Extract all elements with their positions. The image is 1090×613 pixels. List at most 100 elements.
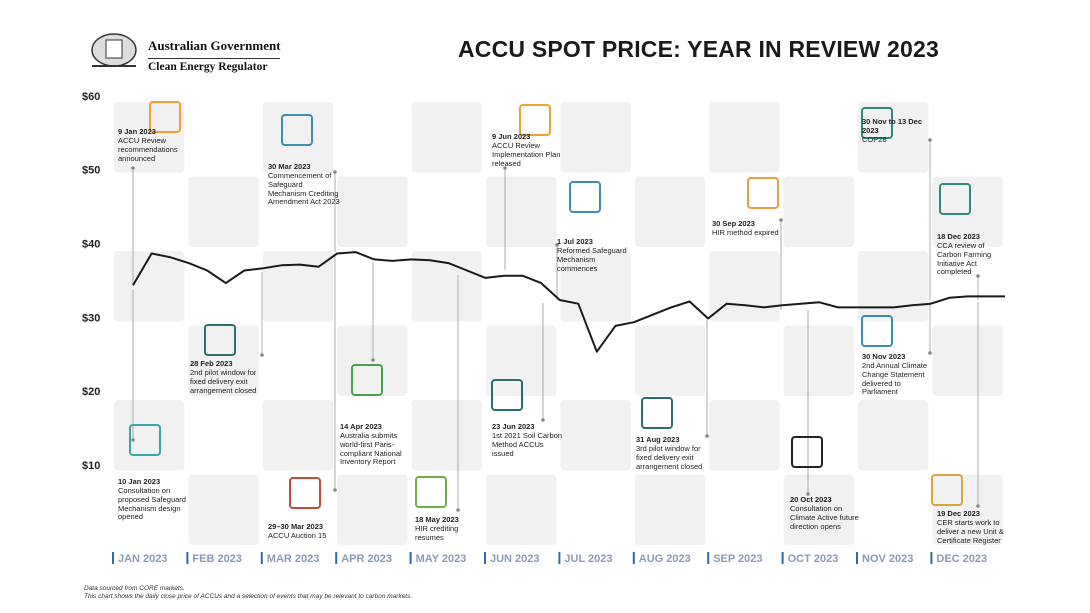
connector-dot: [928, 351, 932, 355]
event-annotation: 19 Dec 2023 CER starts work to deliver a …: [937, 509, 1011, 545]
tile: [634, 325, 706, 396]
tile: [560, 400, 631, 471]
event-annotation: 14 Apr 2023 Australia submits world-first…: [340, 422, 414, 467]
event-text: 1st 2021 Soil Carbon Method ACCUs issued: [492, 430, 563, 458]
tile: [932, 474, 1003, 545]
connector-dot: [131, 166, 135, 170]
tile: [114, 251, 185, 322]
event-icon: [791, 436, 823, 468]
tile: [858, 251, 929, 322]
event-icon: [861, 315, 893, 347]
tile: [188, 474, 259, 545]
event-icon: [861, 107, 893, 139]
y-tick-label: $30: [82, 312, 100, 324]
x-tick-label: JUN 2023: [490, 553, 540, 565]
x-tick-label: APR 2023: [341, 553, 392, 565]
tile: [709, 400, 780, 471]
event-date: 14 Apr 2023: [340, 422, 382, 431]
event-text: ACCU Review Implementation Plan released: [492, 140, 561, 168]
connector-dot: [503, 166, 507, 170]
division-name: Clean Energy Regulator: [148, 58, 280, 73]
event-text: 2nd pilot window for fixed delivery exit…: [190, 367, 257, 395]
event-icon: [204, 324, 236, 356]
event-icon: [351, 364, 383, 396]
tile: [337, 474, 408, 545]
event-text: Consultation on Climate Active future di…: [790, 503, 859, 531]
event-text: ACCU Review recommendations announced: [118, 135, 178, 163]
tile: [262, 102, 334, 173]
event-icon: [641, 397, 673, 429]
x-tick-label: JAN 2023: [118, 553, 168, 565]
tile: [858, 400, 929, 471]
event-annotation: 30 Sep 2023 HIR method expired: [712, 219, 786, 238]
connector-dot: [260, 353, 264, 357]
event-annotation: 31 Aug 2023 3rd pilot window for fixed de…: [636, 435, 710, 471]
connector-dot: [705, 434, 709, 438]
tile: [411, 251, 482, 322]
event-date: 9 Jun 2023: [492, 132, 531, 141]
x-tick-label: MAY 2023: [416, 553, 467, 565]
tile: [486, 176, 557, 247]
event-text: ACCU Auction 15: [268, 530, 327, 540]
y-tick-label: $50: [82, 165, 100, 177]
tile: [783, 474, 854, 545]
event-text: 2nd Annual Climate Change Statement deli…: [862, 360, 928, 397]
connector-dot: [333, 170, 337, 174]
month-marker: [484, 552, 486, 564]
event-annotation: 18 Dec 2023 CCA review of Carbon Farming …: [937, 232, 1011, 277]
connector-dot: [779, 218, 783, 222]
connector-dot: [333, 488, 337, 492]
event-date: 28 Feb 2023: [190, 359, 233, 368]
connector-dot: [976, 274, 980, 278]
chart-title: ACCU SPOT PRICE: YEAR IN REVIEW 2023: [458, 36, 939, 62]
event-date: 18 Dec 2023: [937, 232, 980, 241]
month-marker: [707, 552, 710, 564]
event-annotation: 9 Jun 2023 ACCU Review Implementation Pla…: [492, 132, 566, 168]
price-line: [132, 251, 1005, 353]
event-date: 31 Aug 2023: [636, 435, 680, 444]
connector-dot: [456, 508, 460, 512]
event-text: CCA review of Carbon Farming Initiative …: [937, 240, 992, 277]
event-date: 30 Nov to 13 Dec 2023: [862, 117, 923, 135]
event-icon: [129, 424, 161, 456]
y-tick-label: $20: [82, 386, 100, 398]
tile: [486, 474, 557, 545]
event-annotation: 1 Jul 2023 Reformed Safeguard Mechanism c…: [557, 237, 631, 273]
month-marker: [260, 552, 263, 564]
tile: [262, 251, 334, 322]
connector-dot: [131, 438, 135, 442]
x-tick-label: NOV 2023: [862, 553, 913, 565]
event-text: HIR method expired: [712, 227, 779, 237]
tile: [188, 176, 259, 247]
event-text: HIR crediting resumes: [415, 523, 459, 542]
tile: [411, 102, 482, 173]
event-date: 30 Mar 2023: [268, 162, 311, 171]
event-icon: [519, 104, 551, 136]
x-tick-label: MAR 2023: [267, 553, 320, 565]
tile: [634, 474, 706, 545]
tile: [709, 102, 780, 173]
month-marker: [335, 552, 338, 564]
tile: [932, 325, 1003, 396]
event-text: Reformed Safeguard Mechanism commences: [557, 245, 627, 273]
connector-dot: [371, 358, 375, 362]
event-annotation: 18 May 2023 HIR crediting resumes: [415, 515, 489, 543]
month-marker: [781, 552, 784, 564]
event-icon: [491, 379, 523, 411]
x-tick-label: FEB 2023: [192, 553, 242, 565]
event-date: 23 Jun 2023: [492, 422, 535, 431]
connector-dot: [806, 492, 810, 496]
x-tick-label: AUG 2023: [639, 553, 691, 565]
background-tiles: [114, 102, 1003, 545]
tile: [858, 102, 929, 173]
tile: [560, 102, 631, 173]
month-marker: [856, 552, 858, 564]
event-text: Consultation on proposed Safeguard Mecha…: [118, 485, 186, 522]
tile: [411, 400, 482, 471]
event-annotation: 29–30 Mar 2023 ACCU Auction 15: [268, 522, 342, 541]
event-icon: [939, 183, 971, 215]
x-tick-label: DEC 2023: [936, 553, 987, 565]
footnote: Data sourced from CORE markets.: [84, 585, 185, 592]
y-tick-label: $40: [82, 239, 100, 251]
